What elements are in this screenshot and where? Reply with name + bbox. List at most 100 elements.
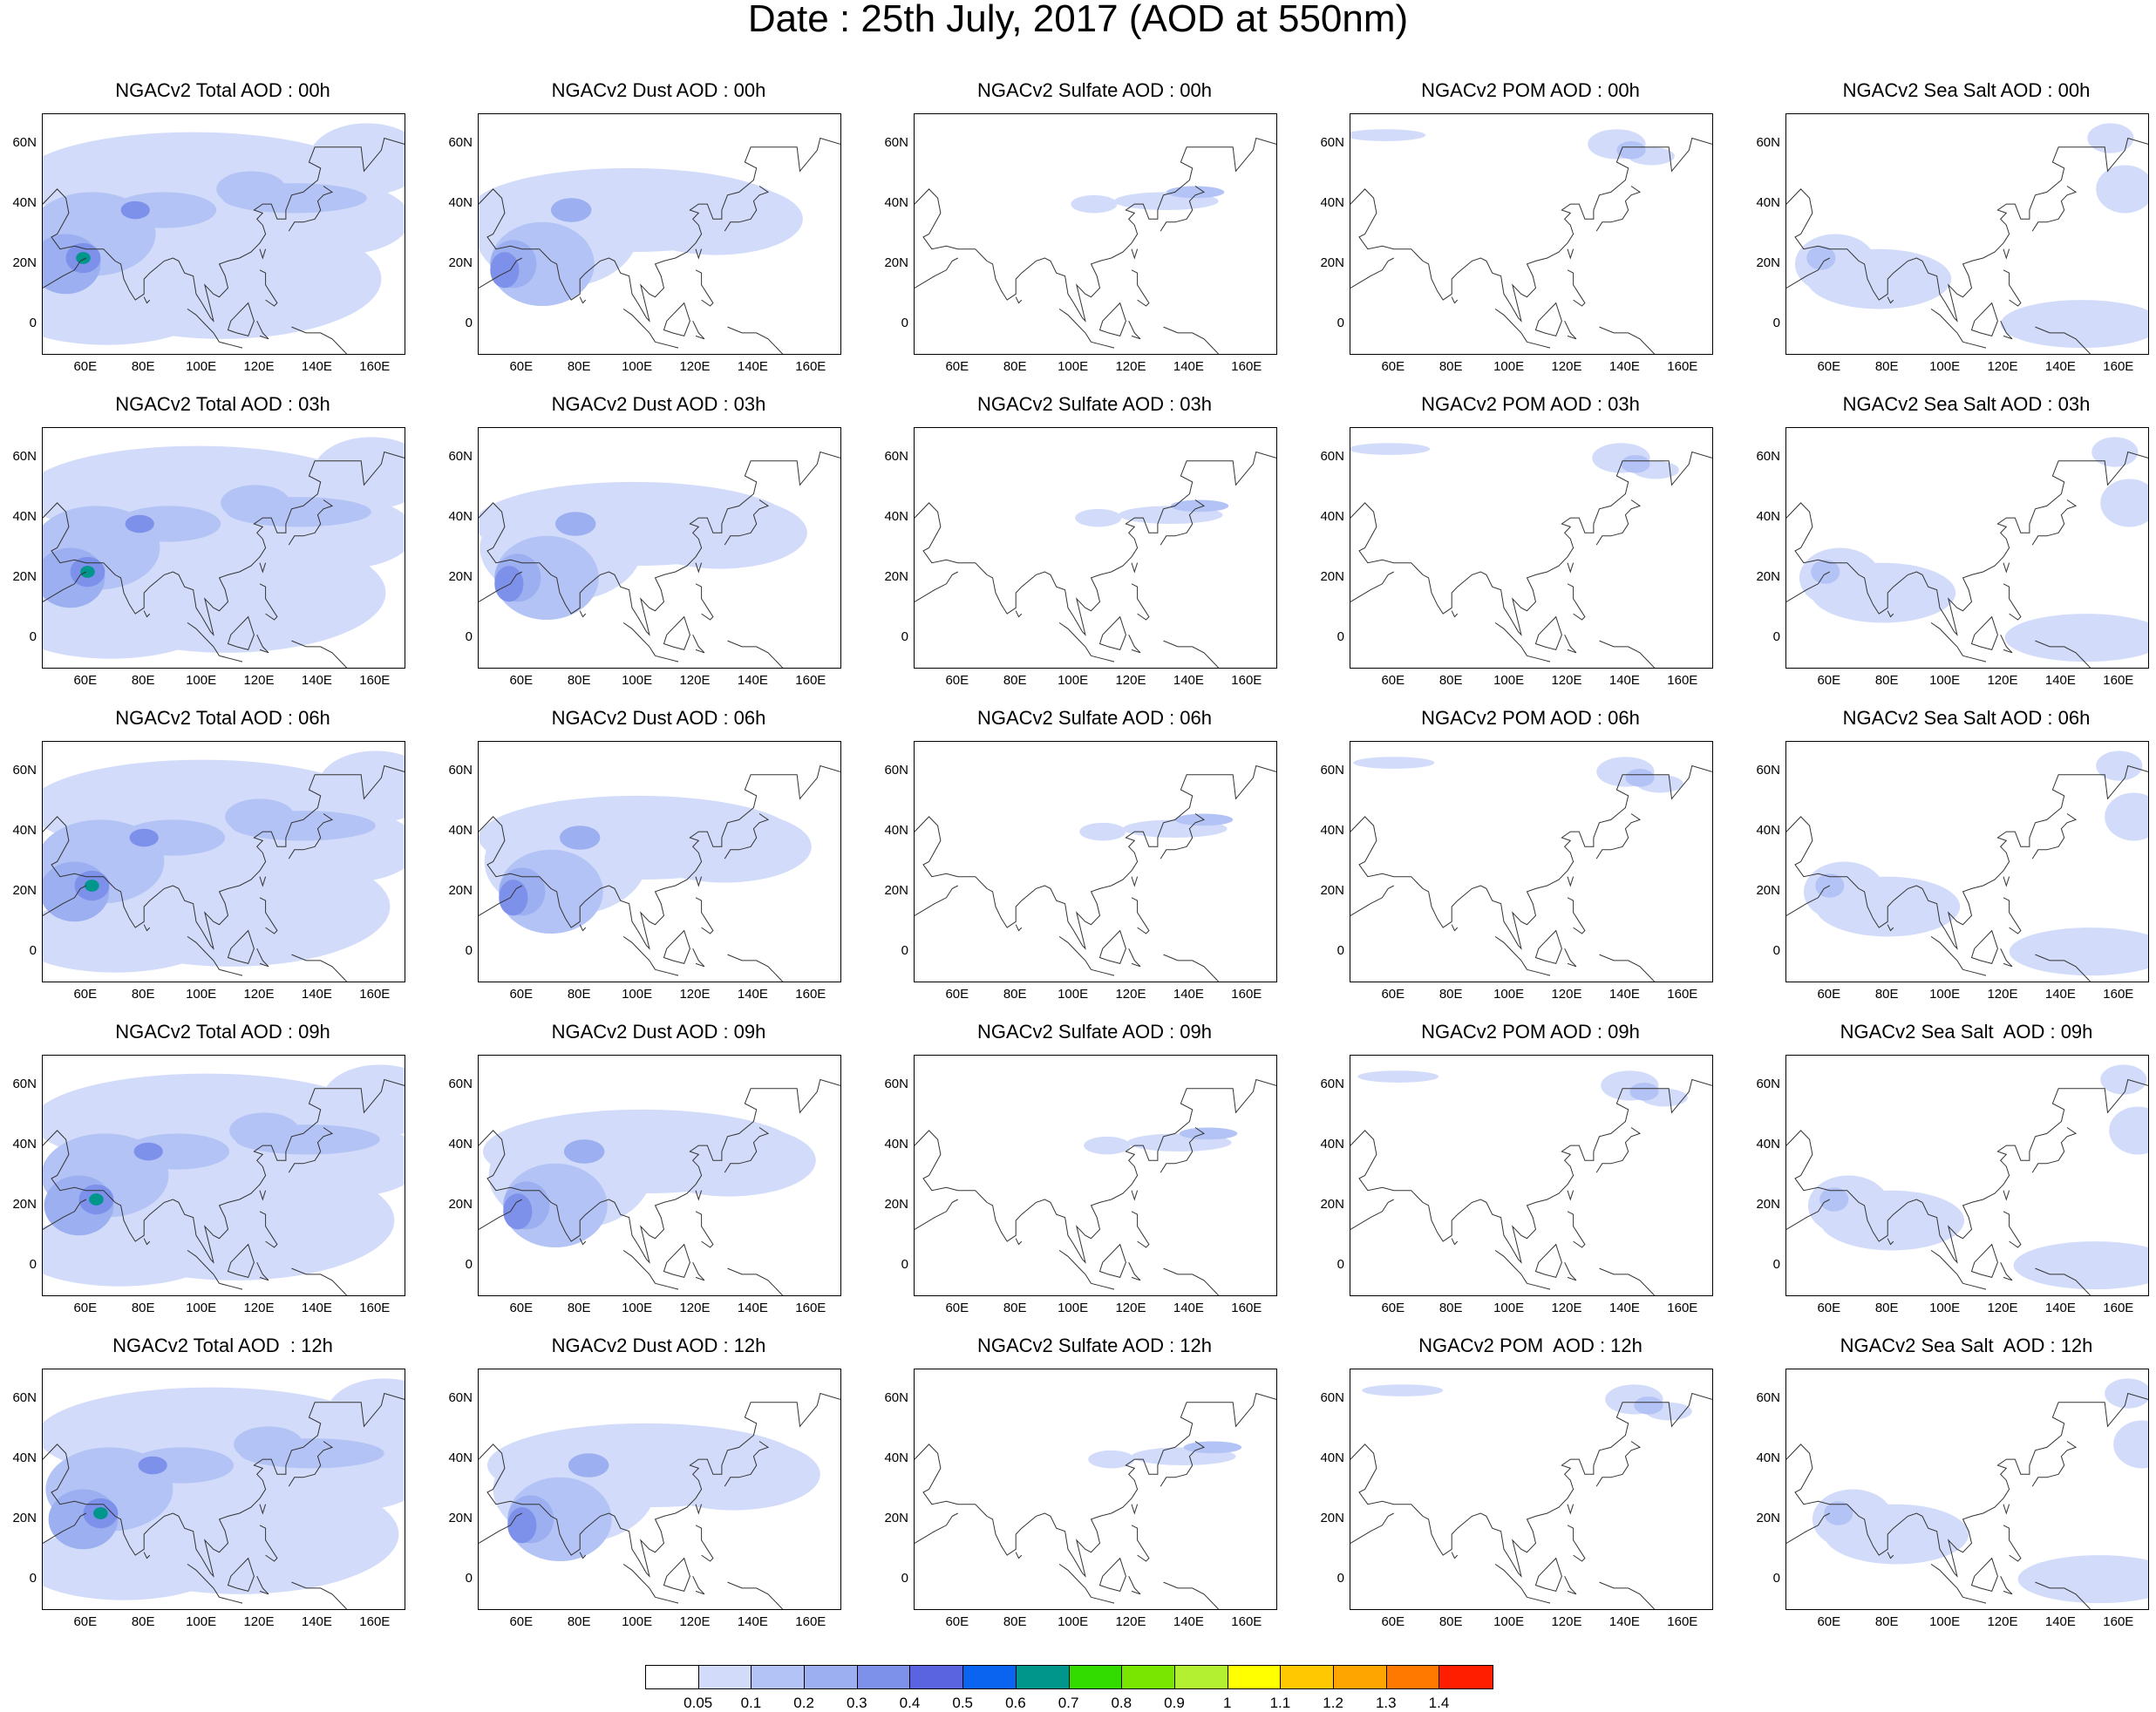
map-svg [915, 451, 1276, 668]
coastline [915, 137, 1276, 354]
lon-tick-label: 100E [622, 1301, 653, 1315]
lat-tick-label: 0 [1772, 1256, 1780, 1272]
lat-tick-label: 40N [884, 823, 908, 839]
map-panel: NGACv2 Sulfate AOD : 06h 60N 40N 20N 0 60E 80E… [884, 708, 1277, 1005]
aod-shading [642, 1124, 816, 1197]
aod-shading [2013, 1241, 2148, 1290]
lat-tick-label: 60N [448, 135, 473, 151]
aod-shading [1350, 129, 1426, 141]
lat-tick-label: 0 [465, 942, 473, 958]
panel-title: NGACv2 Dust AOD : 09h [551, 1021, 766, 1043]
lon-tick-label: 120E [679, 359, 711, 374]
aod-shading [494, 566, 524, 602]
lon-tick-label: 140E [737, 1301, 768, 1315]
lon-tick-label: 100E [1929, 1301, 1961, 1315]
lon-tick-label: 140E [737, 987, 768, 1002]
lon-tick-label: 140E [1608, 1614, 1640, 1629]
lon-tick-label: 160E [1667, 987, 1698, 1002]
lon-tick-label: 120E [243, 673, 275, 688]
lon-tick-label: 160E [1231, 1301, 1262, 1315]
lon-tick-label: 160E [1667, 673, 1698, 688]
lat-tick-label: 60N [1320, 449, 1344, 465]
lon-tick-label: 140E [2044, 359, 2076, 374]
lon-tick-label: 60E [73, 1301, 98, 1315]
lon-tick-label: 160E [795, 1301, 826, 1315]
coastline [1786, 1078, 2148, 1295]
aod-shading [507, 1507, 537, 1544]
lon-tick-label: 100E [1493, 673, 1525, 688]
map-plot [1785, 741, 2149, 982]
aod-shading [138, 1456, 167, 1475]
lon-tick-label: 80E [1438, 1301, 1463, 1315]
lon-tick-label: 140E [301, 673, 332, 688]
colorbar-tick-label: 1.3 [1375, 1695, 1397, 1711]
map-panel: NGACv2 Sea Salt AOD : 00h 60N 40N 20N 0 60E 80… [1756, 80, 2149, 377]
lon-tick-label: 60E [509, 987, 534, 1002]
lon-tick-label: 100E [186, 1614, 217, 1629]
aod-shading [563, 1139, 605, 1164]
lon-tick-label: 160E [359, 359, 391, 374]
map-svg [479, 1078, 840, 1295]
lon-tick-label: 60E [1381, 359, 1405, 374]
lat-tick-label: 60N [884, 763, 908, 778]
lon-tick-label: 140E [301, 359, 332, 374]
map-svg [1786, 1064, 2148, 1295]
map-plot [478, 113, 841, 355]
map-svg [1350, 1070, 1712, 1295]
lat-tick-label: 40N [1320, 1137, 1344, 1152]
panel-title: NGACv2 Total AOD : 09h [115, 1021, 330, 1043]
lat-tick-label: 0 [1336, 315, 1344, 330]
lat-tick-label: 40N [884, 1137, 908, 1152]
colorbar-tick-label: 1 [1222, 1695, 1232, 1711]
colorbar-tick-label: 0.2 [793, 1695, 814, 1711]
lon-tick-label: 60E [1381, 1614, 1405, 1629]
aod-shading [1824, 1501, 1853, 1525]
lat-tick-label: 20N [1756, 1510, 1780, 1525]
lat-tick-label: 20N [12, 255, 37, 270]
lon-tick-label: 60E [945, 1301, 969, 1315]
colorbar-swatch [752, 1666, 806, 1688]
panel-title: NGACv2 Sea Salt AOD : 09h [1840, 1021, 2093, 1043]
lat-tick-label: 20N [1320, 568, 1344, 584]
aod-shading [313, 437, 405, 509]
map-plot [1350, 113, 1713, 355]
lat-tick-label: 40N [12, 1137, 37, 1152]
lon-tick-label: 80E [131, 1301, 155, 1315]
coastline [1786, 451, 2148, 668]
lon-tick-label: 60E [73, 673, 98, 688]
map-plot [914, 741, 1277, 982]
lat-tick-label: 0 [29, 315, 37, 330]
map-panel: NGACv2 Dust AOD : 12h 60N 40N 20N 0 60E 80E 100… [448, 1335, 841, 1633]
aod-shading [317, 751, 405, 823]
lon-tick-label: 80E [131, 359, 155, 374]
lon-tick-label: 80E [1003, 673, 1027, 688]
lon-tick-label: 140E [2044, 673, 2076, 688]
map-svg [1350, 757, 1712, 982]
figure-title: Date : 25th July, 2017 (AOD at 550nm) [747, 0, 1409, 40]
lon-tick-label: 140E [1608, 1301, 1640, 1315]
lon-tick-label: 120E [1551, 359, 1582, 374]
lat-tick-label: 20N [884, 882, 908, 898]
colorbar-swatch [1333, 1666, 1387, 1688]
lon-tick-label: 140E [1173, 1301, 1204, 1315]
colorbar-swatch [646, 1666, 699, 1688]
lat-tick-label: 20N [1320, 882, 1344, 898]
lon-tick-label: 140E [1173, 673, 1204, 688]
colorbar-tick-label: 0.8 [1111, 1695, 1132, 1711]
lon-tick-label: 100E [1058, 1301, 1089, 1315]
lat-tick-label: 40N [1756, 823, 1780, 839]
aod-shading [1634, 1396, 1663, 1415]
map-panel: NGACv2 POM AOD : 00h 60N 40N 20N 0 60E 80E 100E… [1320, 80, 1713, 377]
lat-tick-label: 40N [448, 195, 473, 211]
panel-title: NGACv2 POM AOD : 09h [1421, 1021, 1640, 1043]
map-panel: NGACv2 Sea Salt AOD : 12h 60N 40N 20N 0 60E 80… [1756, 1335, 2149, 1633]
aod-shading [2000, 300, 2148, 349]
lon-tick-label: 120E [679, 1301, 711, 1315]
lon-tick-label: 140E [301, 987, 332, 1002]
lat-tick-label: 40N [448, 1137, 473, 1152]
colorbar [645, 1665, 1493, 1689]
lon-tick-label: 120E [679, 673, 711, 688]
lon-tick-label: 80E [567, 1301, 591, 1315]
aod-shading [2100, 1064, 2147, 1095]
lon-tick-label: 60E [73, 1614, 98, 1629]
